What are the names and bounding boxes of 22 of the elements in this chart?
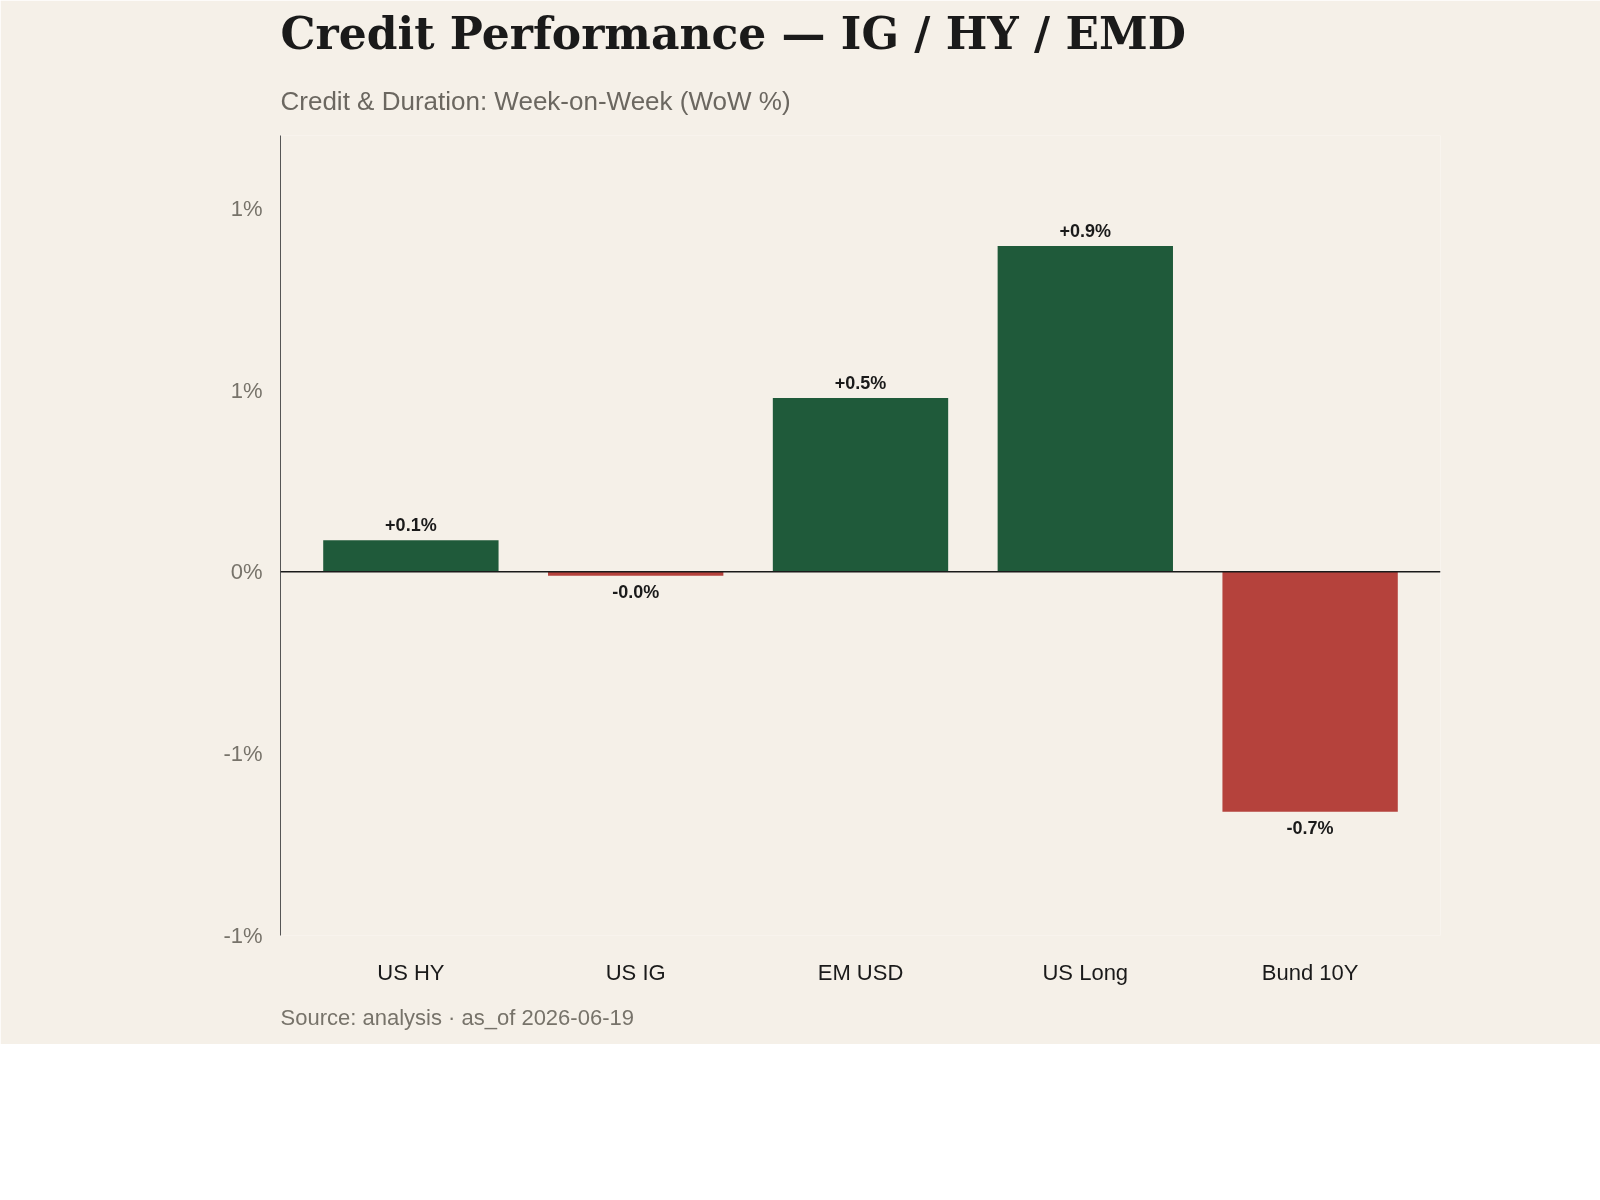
bar — [997, 246, 1173, 572]
bar — [772, 398, 949, 572]
source-note: Source: analysis · as_of 2026-06-19 — [280, 1004, 634, 1030]
data-label: +0.1% — [385, 515, 437, 536]
bar — [1222, 571, 1398, 812]
chart-title: Credit Performance — IG / HY / EMD — [280, 7, 1186, 59]
y-tick-label: -1% — [223, 741, 263, 767]
y-tick-label: 1% — [230, 377, 263, 403]
x-tick-label: Bund 10Y — [1261, 959, 1359, 985]
chart-subtitle: Credit & Duration: Week-on-Week (WoW %) — [280, 85, 791, 116]
data-label: -0.7% — [1286, 817, 1334, 838]
data-label: -0.0% — [612, 581, 660, 602]
data-label: +0.5% — [834, 373, 887, 394]
x-tick-label: EM USD — [817, 959, 904, 985]
bar — [323, 540, 499, 572]
x-tick-label: US HY — [377, 959, 445, 985]
x-tick-label: US Long — [1042, 959, 1129, 985]
y-tick-label: 1% — [230, 195, 263, 221]
y-tick-label: 0% — [230, 559, 263, 585]
data-label: +0.9% — [1059, 221, 1112, 242]
x-tick-label: US IG — [605, 959, 666, 985]
y-tick-label: -1% — [223, 923, 263, 948]
